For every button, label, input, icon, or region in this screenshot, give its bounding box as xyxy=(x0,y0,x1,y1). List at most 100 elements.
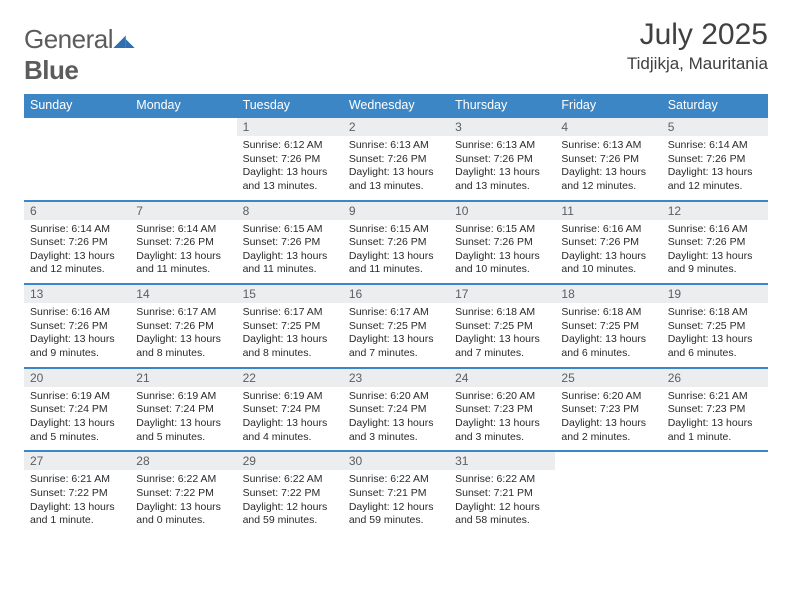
day-number: 20 xyxy=(24,369,130,387)
day-body: Sunrise: 6:18 AMSunset: 7:25 PMDaylight:… xyxy=(449,303,555,367)
day-body: Sunrise: 6:17 AMSunset: 7:26 PMDaylight:… xyxy=(130,303,236,367)
day-cell-body: Sunrise: 6:22 AMSunset: 7:21 PMDaylight:… xyxy=(449,470,555,534)
day-cell-body: Sunrise: 6:17 AMSunset: 7:25 PMDaylight:… xyxy=(237,303,343,368)
day-cell-num: 30 xyxy=(343,451,449,470)
day-number: 8 xyxy=(237,202,343,220)
day-number: 1 xyxy=(237,118,343,136)
day-cell-body: Sunrise: 6:15 AMSunset: 7:26 PMDaylight:… xyxy=(343,220,449,285)
day-cell-num: 19 xyxy=(662,284,768,303)
day-cell-num xyxy=(130,117,236,136)
week-daynum-row: 2728293031 xyxy=(24,451,768,470)
day-number: 13 xyxy=(24,285,130,303)
day-cell-num: 23 xyxy=(343,368,449,387)
day-body: Sunrise: 6:14 AMSunset: 7:26 PMDaylight:… xyxy=(24,220,130,284)
day-cell-num: 4 xyxy=(555,117,661,136)
day-cell-body: Sunrise: 6:13 AMSunset: 7:26 PMDaylight:… xyxy=(449,136,555,201)
day-cell-body: Sunrise: 6:19 AMSunset: 7:24 PMDaylight:… xyxy=(24,387,130,452)
day-cell-body: Sunrise: 6:20 AMSunset: 7:23 PMDaylight:… xyxy=(449,387,555,452)
day-number: 24 xyxy=(449,369,555,387)
calendar-body: 12345 Sunrise: 6:12 AMSunset: 7:26 PMDay… xyxy=(24,117,768,534)
week-daynum-row: 13141516171819 xyxy=(24,284,768,303)
day-body: Sunrise: 6:20 AMSunset: 7:23 PMDaylight:… xyxy=(555,387,661,451)
day-cell-num: 18 xyxy=(555,284,661,303)
day-number: 21 xyxy=(130,369,236,387)
day-cell-num: 21 xyxy=(130,368,236,387)
day-number: 3 xyxy=(449,118,555,136)
day-cell-body: Sunrise: 6:17 AMSunset: 7:25 PMDaylight:… xyxy=(343,303,449,368)
day-number: 14 xyxy=(130,285,236,303)
day-header: Tuesday xyxy=(237,94,343,117)
day-cell-num: 12 xyxy=(662,201,768,220)
day-number: 19 xyxy=(662,285,768,303)
day-body: Sunrise: 6:20 AMSunset: 7:24 PMDaylight:… xyxy=(343,387,449,451)
calendar-table: SundayMondayTuesdayWednesdayThursdayFrid… xyxy=(24,94,768,534)
brand-word1: General xyxy=(24,24,113,54)
week-body-row: Sunrise: 6:12 AMSunset: 7:26 PMDaylight:… xyxy=(24,136,768,201)
day-header: Thursday xyxy=(449,94,555,117)
day-number: 31 xyxy=(449,452,555,470)
day-cell-body xyxy=(24,136,130,201)
day-body: Sunrise: 6:19 AMSunset: 7:24 PMDaylight:… xyxy=(130,387,236,451)
day-cell-num: 1 xyxy=(237,117,343,136)
day-body: Sunrise: 6:21 AMSunset: 7:23 PMDaylight:… xyxy=(662,387,768,451)
day-cell-body: Sunrise: 6:22 AMSunset: 7:22 PMDaylight:… xyxy=(237,470,343,534)
day-cell-body: Sunrise: 6:15 AMSunset: 7:26 PMDaylight:… xyxy=(449,220,555,285)
month-title: July 2025 xyxy=(627,18,768,52)
day-cell-body: Sunrise: 6:12 AMSunset: 7:26 PMDaylight:… xyxy=(237,136,343,201)
day-number: 11 xyxy=(555,202,661,220)
day-cell-body xyxy=(555,470,661,534)
day-cell-body: Sunrise: 6:16 AMSunset: 7:26 PMDaylight:… xyxy=(662,220,768,285)
day-cell-body: Sunrise: 6:17 AMSunset: 7:26 PMDaylight:… xyxy=(130,303,236,368)
day-number: 16 xyxy=(343,285,449,303)
day-cell-num: 10 xyxy=(449,201,555,220)
day-cell-num: 3 xyxy=(449,117,555,136)
week-body-row: Sunrise: 6:19 AMSunset: 7:24 PMDaylight:… xyxy=(24,387,768,452)
day-body: Sunrise: 6:13 AMSunset: 7:26 PMDaylight:… xyxy=(555,136,661,200)
day-body: Sunrise: 6:22 AMSunset: 7:22 PMDaylight:… xyxy=(130,470,236,534)
day-body: Sunrise: 6:18 AMSunset: 7:25 PMDaylight:… xyxy=(662,303,768,367)
day-cell-num xyxy=(24,117,130,136)
day-number: 30 xyxy=(343,452,449,470)
week-daynum-row: 12345 xyxy=(24,117,768,136)
day-number: 4 xyxy=(555,118,661,136)
day-cell-body: Sunrise: 6:18 AMSunset: 7:25 PMDaylight:… xyxy=(449,303,555,368)
day-number: 17 xyxy=(449,285,555,303)
day-cell-num: 6 xyxy=(24,201,130,220)
day-cell-body: Sunrise: 6:20 AMSunset: 7:24 PMDaylight:… xyxy=(343,387,449,452)
week-daynum-row: 6789101112 xyxy=(24,201,768,220)
day-body: Sunrise: 6:16 AMSunset: 7:26 PMDaylight:… xyxy=(662,220,768,284)
day-number: 27 xyxy=(24,452,130,470)
week-body-row: Sunrise: 6:14 AMSunset: 7:26 PMDaylight:… xyxy=(24,220,768,285)
day-cell-num: 25 xyxy=(555,368,661,387)
day-cell-body: Sunrise: 6:16 AMSunset: 7:26 PMDaylight:… xyxy=(555,220,661,285)
day-cell-num: 26 xyxy=(662,368,768,387)
day-body: Sunrise: 6:22 AMSunset: 7:21 PMDaylight:… xyxy=(449,470,555,534)
day-number: 5 xyxy=(662,118,768,136)
calendar-head: SundayMondayTuesdayWednesdayThursdayFrid… xyxy=(24,94,768,117)
day-cell-body: Sunrise: 6:14 AMSunset: 7:26 PMDaylight:… xyxy=(662,136,768,201)
day-cell-body: Sunrise: 6:21 AMSunset: 7:23 PMDaylight:… xyxy=(662,387,768,452)
title-block: July 2025 Tidjikja, Mauritania xyxy=(627,18,768,74)
day-cell-num: 11 xyxy=(555,201,661,220)
day-cell-body: Sunrise: 6:14 AMSunset: 7:26 PMDaylight:… xyxy=(24,220,130,285)
day-body: Sunrise: 6:18 AMSunset: 7:25 PMDaylight:… xyxy=(555,303,661,367)
day-number: 9 xyxy=(343,202,449,220)
day-number: 2 xyxy=(343,118,449,136)
day-number: 7 xyxy=(130,202,236,220)
day-cell-num: 13 xyxy=(24,284,130,303)
brand-text: GeneralBlue xyxy=(24,24,135,86)
day-cell-body: Sunrise: 6:16 AMSunset: 7:26 PMDaylight:… xyxy=(24,303,130,368)
day-cell-num: 9 xyxy=(343,201,449,220)
day-cell-num: 15 xyxy=(237,284,343,303)
day-cell-num xyxy=(555,451,661,470)
day-number: 15 xyxy=(237,285,343,303)
day-cell-num: 16 xyxy=(343,284,449,303)
day-cell-body: Sunrise: 6:19 AMSunset: 7:24 PMDaylight:… xyxy=(237,387,343,452)
day-number: 12 xyxy=(662,202,768,220)
day-cell-body: Sunrise: 6:18 AMSunset: 7:25 PMDaylight:… xyxy=(555,303,661,368)
week-body-row: Sunrise: 6:16 AMSunset: 7:26 PMDaylight:… xyxy=(24,303,768,368)
day-body: Sunrise: 6:19 AMSunset: 7:24 PMDaylight:… xyxy=(24,387,130,451)
day-cell-num: 7 xyxy=(130,201,236,220)
day-body: Sunrise: 6:19 AMSunset: 7:24 PMDaylight:… xyxy=(237,387,343,451)
day-cell-num: 5 xyxy=(662,117,768,136)
